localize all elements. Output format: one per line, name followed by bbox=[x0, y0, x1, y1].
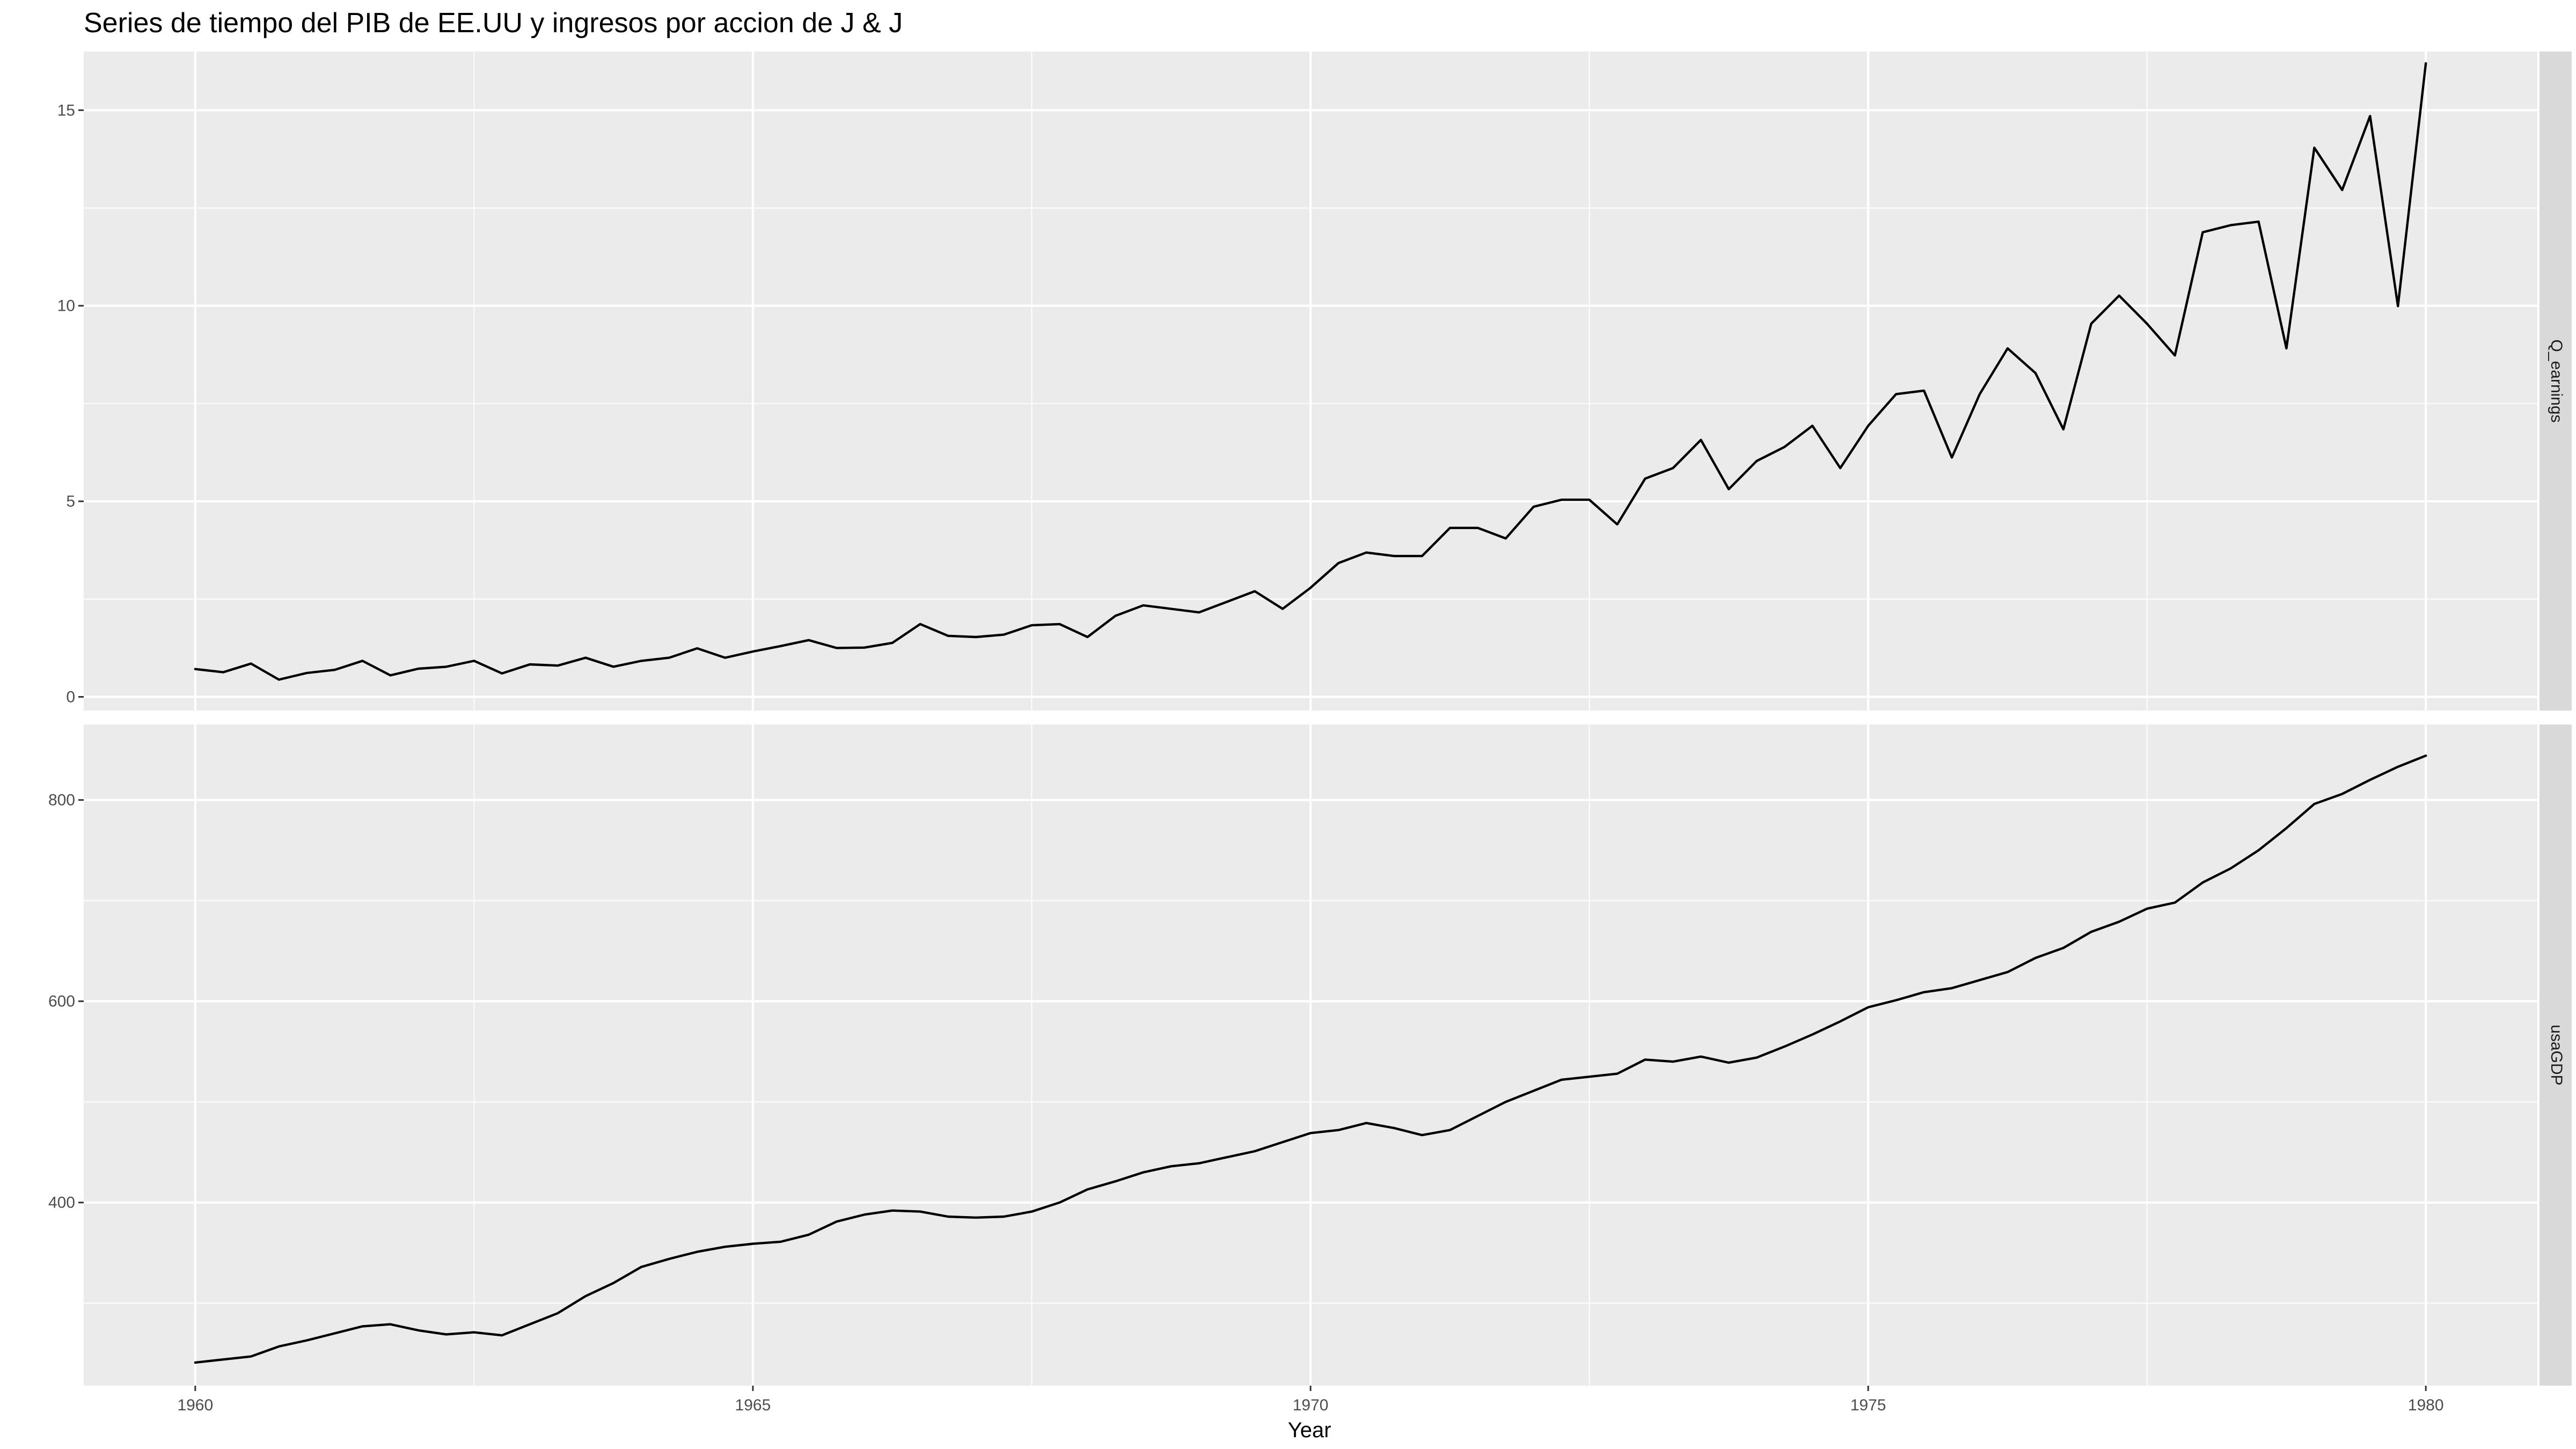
facet-panels: 0 5 10 15 Q_earnings 400 600 800 usaGDP 1960 1965 1… bbox=[48, 52, 2572, 1414]
x-tick-label: 1980 bbox=[2408, 1396, 2444, 1414]
x-tick-label: 1960 bbox=[177, 1396, 213, 1414]
x-tick-label: 1975 bbox=[1850, 1396, 1886, 1414]
facet-strip-label: Q_earnings bbox=[2548, 339, 2565, 422]
facet-strip bbox=[2540, 52, 2572, 711]
y-tick-label: 800 bbox=[48, 792, 75, 809]
series-line-Q_earnings bbox=[194, 62, 2427, 681]
facet-usaGDP: 400 600 800 usaGDP bbox=[48, 724, 2572, 1386]
y-tick-label: 5 bbox=[66, 493, 75, 510]
x-tick-label: 1970 bbox=[1293, 1396, 1329, 1414]
y-tick-label: 0 bbox=[66, 688, 75, 706]
chart-title: Series de tiempo del PIB de EE.UU y ingr… bbox=[84, 8, 903, 39]
y-tick-label: 400 bbox=[48, 1194, 75, 1212]
series-line-usaGDP bbox=[194, 754, 2427, 1364]
y-tick-label: 15 bbox=[57, 101, 75, 119]
y-tick-label: 600 bbox=[48, 993, 75, 1011]
x-axis-title: Year bbox=[1288, 1418, 1331, 1442]
y-tick-label: 10 bbox=[57, 297, 75, 315]
facet-strip-label: usaGDP bbox=[2548, 1024, 2565, 1085]
facet-Q_earnings: 0 5 10 15 Q_earnings bbox=[57, 52, 2572, 711]
facet-strip bbox=[2540, 724, 2572, 1386]
x-tick-label: 1965 bbox=[735, 1396, 771, 1414]
